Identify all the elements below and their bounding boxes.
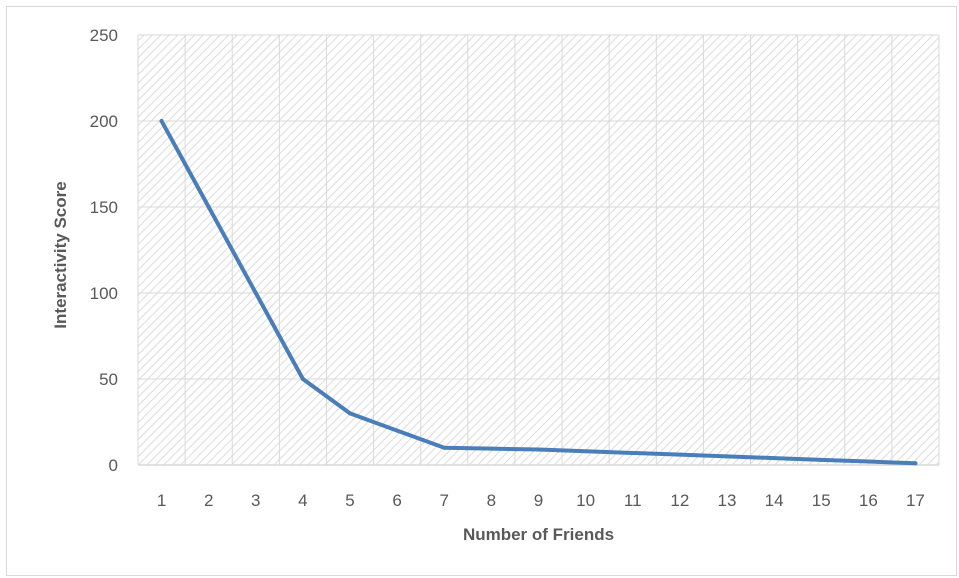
x-tick-label: 6	[392, 491, 401, 510]
data-point	[630, 450, 635, 455]
data-point	[772, 456, 777, 461]
data-point	[300, 377, 305, 381]
data-point	[395, 428, 400, 433]
x-tick-label: 7	[440, 491, 449, 510]
data-point	[724, 454, 729, 459]
x-axis-title: Number of Friends	[463, 525, 614, 544]
x-tick-label: 5	[345, 491, 354, 510]
data-point	[206, 205, 211, 209]
x-tick-label: 12	[670, 491, 689, 510]
data-point	[913, 461, 918, 466]
x-tick-label: 3	[251, 491, 260, 510]
x-tick-label: 11	[624, 491, 642, 510]
data-point	[159, 119, 164, 123]
x-tick-label: 2	[204, 491, 213, 510]
x-tick-label: 13	[718, 491, 737, 510]
x-tick-label: 15	[812, 491, 831, 510]
x-tick-label: 4	[298, 491, 307, 510]
data-point	[253, 291, 258, 295]
y-tick-label: 150	[90, 198, 118, 217]
data-point	[348, 411, 353, 416]
y-tick-label: 250	[90, 26, 118, 45]
y-tick-label: 200	[90, 112, 118, 131]
data-point	[677, 452, 682, 457]
y-axis-ticks: 0 50 100 150 200 250	[90, 26, 118, 475]
data-point	[819, 457, 824, 462]
x-tick-label: 9	[534, 491, 543, 510]
x-tick-label: 10	[576, 491, 595, 510]
gridlines	[137, 34, 940, 465]
data-point	[536, 447, 541, 452]
x-tick-label: 8	[487, 491, 496, 510]
data-point	[442, 445, 447, 450]
data-point	[866, 459, 871, 464]
data-point	[583, 449, 588, 454]
y-tick-label: 0	[109, 456, 118, 475]
y-axis-title: Interactivity Score	[51, 181, 70, 328]
x-tick-label: 14	[765, 491, 784, 510]
x-tick-label: 1	[157, 491, 166, 510]
x-tick-label: 17	[906, 491, 925, 510]
data-points	[159, 119, 918, 466]
y-tick-label: 50	[99, 370, 118, 389]
x-axis-ticks: 1 2 3 4 5 6 7 8 9 10 11 12 13 14 15 16 17	[157, 491, 925, 510]
plot-area	[138, 35, 939, 465]
x-tick-label: 16	[859, 491, 878, 510]
y-tick-label: 100	[90, 284, 118, 303]
data-point	[489, 446, 494, 451]
